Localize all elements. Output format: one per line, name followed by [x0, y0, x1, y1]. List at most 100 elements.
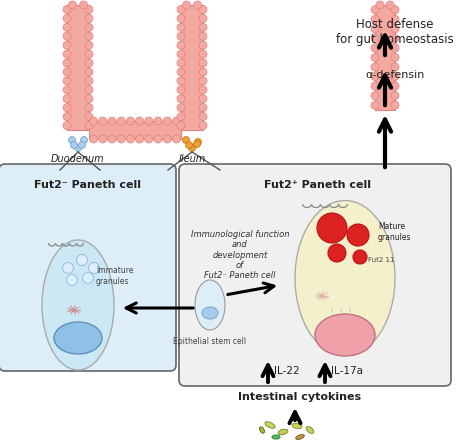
- Text: Epithelial stem cell: Epithelial stem cell: [173, 337, 246, 346]
- Circle shape: [81, 137, 88, 144]
- Text: Fut2 11: Fut2 11: [368, 257, 394, 263]
- Circle shape: [391, 34, 399, 42]
- Ellipse shape: [278, 429, 288, 435]
- Circle shape: [154, 117, 162, 125]
- Circle shape: [371, 53, 379, 61]
- Circle shape: [69, 1, 76, 9]
- Circle shape: [371, 15, 379, 23]
- Circle shape: [177, 41, 185, 49]
- Ellipse shape: [265, 422, 275, 428]
- Circle shape: [63, 23, 71, 31]
- Circle shape: [108, 135, 116, 143]
- Circle shape: [193, 141, 201, 148]
- Circle shape: [177, 50, 185, 58]
- Circle shape: [63, 59, 71, 67]
- Circle shape: [371, 72, 379, 80]
- Circle shape: [108, 117, 116, 125]
- Circle shape: [199, 50, 207, 58]
- Circle shape: [371, 63, 379, 71]
- Circle shape: [391, 63, 399, 71]
- Circle shape: [199, 15, 207, 23]
- Circle shape: [173, 135, 181, 143]
- Ellipse shape: [42, 240, 114, 370]
- Circle shape: [371, 25, 379, 33]
- Circle shape: [117, 135, 125, 143]
- Ellipse shape: [54, 322, 102, 354]
- Circle shape: [391, 25, 399, 33]
- Circle shape: [199, 23, 207, 31]
- Circle shape: [199, 5, 207, 13]
- Ellipse shape: [292, 423, 302, 429]
- Text: Host defense
for gut homeostasis: Host defense for gut homeostasis: [336, 18, 454, 46]
- Circle shape: [85, 59, 93, 67]
- Circle shape: [391, 91, 399, 100]
- Text: α-defensin: α-defensin: [365, 70, 425, 80]
- Circle shape: [189, 145, 195, 152]
- Circle shape: [63, 122, 71, 130]
- Circle shape: [69, 137, 75, 144]
- Circle shape: [63, 5, 71, 13]
- Circle shape: [85, 86, 93, 94]
- Text: IL-17a: IL-17a: [331, 366, 363, 377]
- Circle shape: [376, 1, 384, 9]
- Circle shape: [182, 137, 190, 144]
- Text: IL-22: IL-22: [274, 366, 300, 377]
- Circle shape: [66, 274, 78, 286]
- Circle shape: [199, 113, 207, 121]
- Circle shape: [391, 101, 399, 109]
- Circle shape: [177, 77, 185, 85]
- Circle shape: [89, 263, 100, 274]
- Circle shape: [317, 213, 347, 243]
- Ellipse shape: [295, 201, 395, 355]
- Circle shape: [391, 72, 399, 80]
- Circle shape: [63, 86, 71, 94]
- Ellipse shape: [202, 307, 218, 319]
- FancyBboxPatch shape: [0, 164, 176, 371]
- Circle shape: [391, 82, 399, 90]
- Circle shape: [117, 117, 125, 125]
- Circle shape: [136, 135, 144, 143]
- Circle shape: [85, 5, 93, 13]
- Circle shape: [63, 77, 71, 85]
- Circle shape: [85, 15, 93, 23]
- Ellipse shape: [260, 427, 264, 433]
- Circle shape: [199, 104, 207, 112]
- Circle shape: [63, 104, 71, 112]
- Circle shape: [199, 95, 207, 103]
- Circle shape: [177, 122, 185, 130]
- Circle shape: [347, 224, 369, 246]
- Circle shape: [185, 141, 192, 149]
- Circle shape: [391, 53, 399, 61]
- Bar: [375, 5, 395, 110]
- Circle shape: [85, 32, 93, 40]
- Circle shape: [177, 23, 185, 31]
- Circle shape: [199, 59, 207, 67]
- Circle shape: [63, 15, 71, 23]
- Circle shape: [145, 117, 153, 125]
- Circle shape: [193, 1, 201, 9]
- Circle shape: [391, 6, 399, 14]
- Circle shape: [76, 255, 88, 266]
- Circle shape: [177, 86, 185, 94]
- Circle shape: [177, 113, 185, 121]
- Bar: [181, 5, 203, 130]
- Circle shape: [182, 1, 191, 9]
- Circle shape: [63, 263, 73, 274]
- Circle shape: [82, 273, 93, 283]
- Circle shape: [74, 145, 82, 152]
- Circle shape: [177, 32, 185, 40]
- Circle shape: [71, 141, 78, 149]
- Circle shape: [154, 135, 162, 143]
- Circle shape: [371, 6, 379, 14]
- Circle shape: [85, 104, 93, 112]
- FancyBboxPatch shape: [179, 164, 451, 386]
- Circle shape: [63, 68, 71, 76]
- Circle shape: [79, 141, 85, 149]
- Circle shape: [85, 122, 93, 130]
- Circle shape: [127, 135, 135, 143]
- Circle shape: [85, 23, 93, 31]
- Circle shape: [177, 68, 185, 76]
- Ellipse shape: [272, 435, 280, 439]
- Text: Fut2⁻ Paneth cell: Fut2⁻ Paneth cell: [35, 180, 142, 190]
- Circle shape: [177, 95, 185, 103]
